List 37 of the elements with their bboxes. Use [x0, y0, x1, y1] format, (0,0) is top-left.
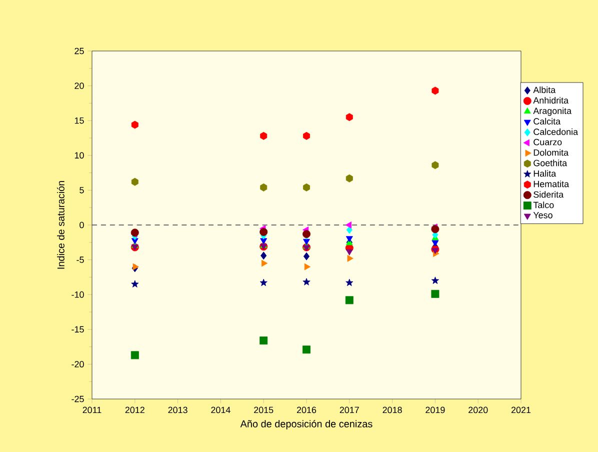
y-tick-label: 10 — [74, 152, 84, 159]
legend-label: Talco — [533, 202, 554, 208]
x-tick-label: 2017 — [340, 406, 359, 414]
legend-label: Dolomita — [534, 149, 569, 156]
y-tick-label: -10 — [72, 291, 84, 298]
x-tick-label: 2011 — [82, 406, 102, 414]
x-tick-label: 2020 — [468, 406, 488, 414]
x-tick-label: 2016 — [296, 406, 316, 414]
legend-label: Yeso — [533, 212, 552, 218]
legend-label: Calcedonia — [534, 128, 578, 136]
y-tick-label: 25 — [74, 48, 84, 54]
x-tick-label: 2014 — [211, 406, 230, 414]
legend-label: Anhidrita — [533, 96, 569, 104]
legend-label: Cuarzo — [534, 138, 562, 146]
x-tick-label: 2012 — [125, 406, 144, 414]
x-tick-label: 2018 — [382, 406, 402, 414]
y-tick-label: 5 — [80, 187, 84, 194]
y-tick-label: -25 — [72, 396, 84, 402]
legend-label: Albita — [533, 86, 556, 94]
legend-label: Aragonita — [533, 107, 572, 116]
y-tick-label: 15 — [74, 117, 84, 124]
y-tick-label: 20 — [74, 82, 84, 89]
x-tick-label: 2019 — [426, 406, 445, 414]
legend-label: Goethita — [534, 160, 568, 166]
legend-label: Halita — [534, 170, 556, 177]
legend-label: Calcita — [534, 118, 561, 125]
y-tick-label: -5 — [76, 256, 84, 263]
y-tick-label: 0 — [80, 222, 84, 228]
legend-label: Hematita — [534, 180, 570, 188]
y-axis-title: Indice de saturación — [56, 181, 64, 269]
x-tick-label: 2015 — [254, 406, 274, 414]
legend-label: Siderita — [534, 191, 564, 198]
x-tick-label: 2013 — [168, 406, 188, 414]
y-tick-label: -15 — [72, 326, 84, 333]
x-axis-title: Año de deposición de cenizas — [240, 420, 372, 430]
x-tick-label: 2021 — [511, 406, 531, 414]
y-tick-label: -20 — [72, 361, 84, 368]
